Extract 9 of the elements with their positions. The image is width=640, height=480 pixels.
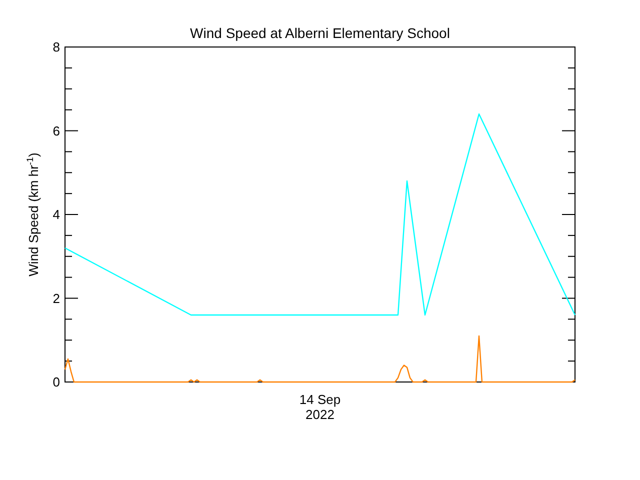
y-tick-label: 6 xyxy=(52,123,60,138)
y-tick-label: 8 xyxy=(52,40,60,55)
chart-title: Wind Speed at Alberni Elementary School xyxy=(190,25,450,41)
text: 14 Sep 2022 xyxy=(299,392,341,422)
line-series xyxy=(64,113,576,316)
y-tick-label: 2 xyxy=(52,290,60,306)
line-series xyxy=(64,335,576,383)
y-tick-label: 0 xyxy=(52,374,60,390)
y-tick-label: 4 xyxy=(52,207,60,222)
